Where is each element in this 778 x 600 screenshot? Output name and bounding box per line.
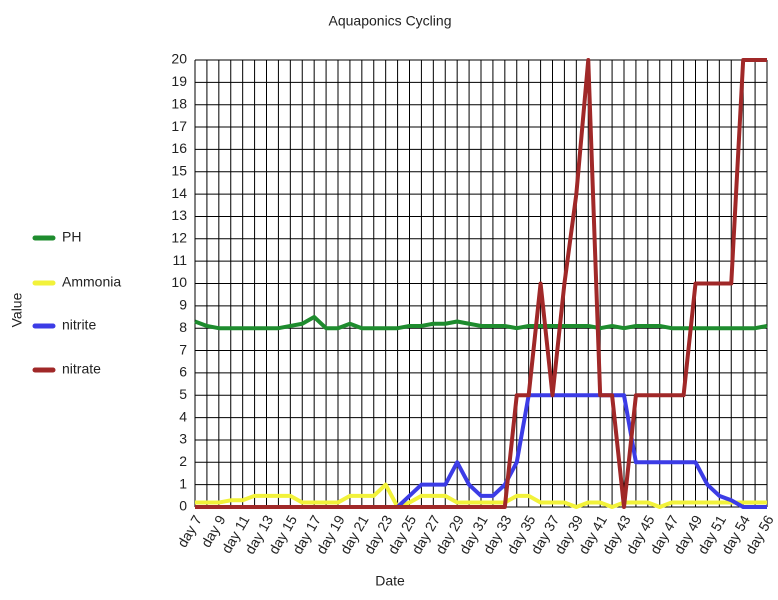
y-tick-label: 3 <box>179 431 187 447</box>
legend-label: nitrate <box>62 361 101 377</box>
y-tick-label: 20 <box>171 51 187 67</box>
chart-title: Aquaponics Cycling <box>329 13 452 29</box>
y-tick-label: 13 <box>171 207 187 223</box>
series-line <box>194 315 768 331</box>
y-tick-label: 5 <box>179 386 187 402</box>
y-tick-label: 17 <box>171 118 187 134</box>
y-tick-label: 6 <box>179 364 187 380</box>
y-tick-label: 1 <box>179 475 187 491</box>
y-tick-label: 2 <box>179 453 187 469</box>
y-tick-label: 11 <box>172 252 187 268</box>
y-tick-label: 8 <box>179 319 187 335</box>
series-line <box>195 58 767 509</box>
y-tick-label: 14 <box>171 185 187 201</box>
y-tick-label: 7 <box>179 341 187 357</box>
y-tick-label: 19 <box>171 73 187 89</box>
legend-label: nitrite <box>62 317 96 333</box>
x-axis-label: Date <box>375 573 405 589</box>
legend-label: Ammonia <box>62 274 121 290</box>
y-tick-label: 4 <box>179 408 187 424</box>
series-line <box>195 482 767 509</box>
y-tick-label: 0 <box>179 498 187 514</box>
y-tick-label: 9 <box>179 297 187 313</box>
y-tick-label: 16 <box>171 140 187 156</box>
y-tick-label: 12 <box>171 230 187 246</box>
y-tick-label: 18 <box>171 95 187 111</box>
y-axis-label: Value <box>9 292 25 327</box>
legend-label: PH <box>62 229 81 245</box>
y-tick-label: 15 <box>171 162 187 178</box>
y-tick-label: 10 <box>171 274 187 290</box>
